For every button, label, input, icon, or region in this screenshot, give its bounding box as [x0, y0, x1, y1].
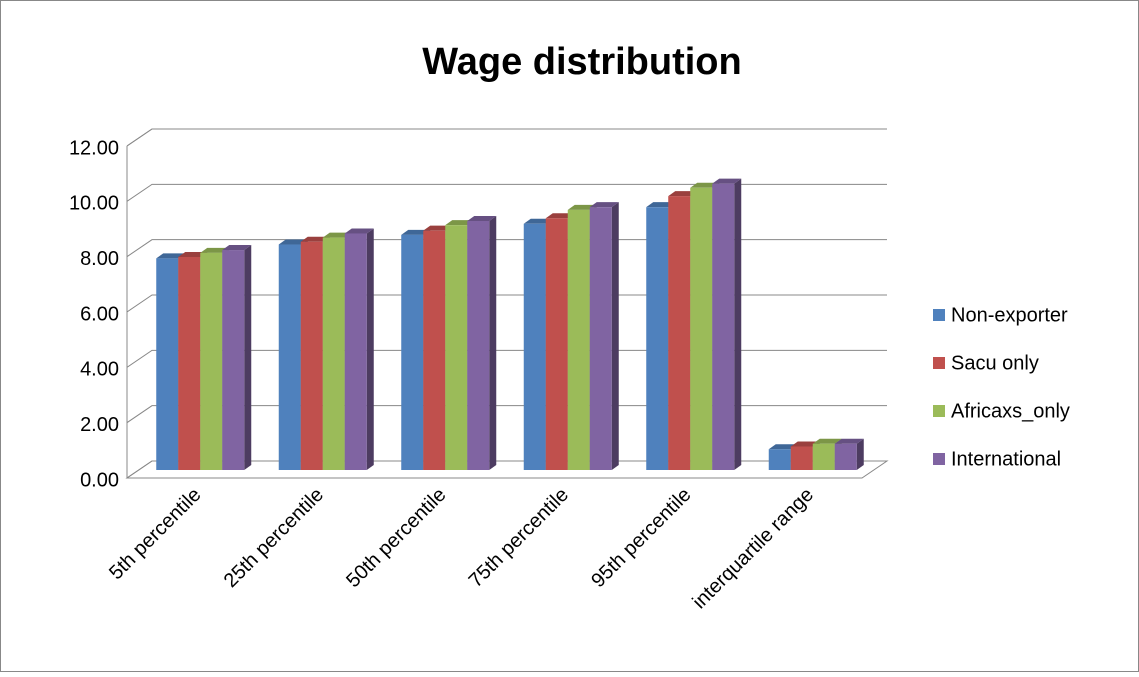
bar-top: [523, 218, 553, 224]
bar-front: [589, 207, 612, 470]
y-tick-label: 2.00: [80, 414, 119, 436]
legend-label: Non-exporter: [951, 304, 1068, 326]
legend-swatch: [933, 453, 945, 465]
bar-front: [768, 449, 791, 470]
grid-line: [126, 405, 887, 424]
bar-top: [545, 213, 575, 219]
bar-front: [156, 258, 179, 470]
grid-line: [126, 460, 887, 479]
bar-front: [690, 187, 713, 471]
bar-top: [222, 245, 252, 251]
bar-side: [856, 438, 864, 470]
bar-side: [611, 202, 619, 470]
bar-top: [790, 441, 820, 447]
grid-line: [126, 128, 887, 147]
bar-front: [222, 250, 245, 470]
bar: [344, 228, 374, 470]
bar-top: [668, 191, 698, 197]
chart-title: Wage distribution: [422, 41, 741, 83]
bar-top: [646, 202, 676, 208]
bar-top: [589, 202, 619, 208]
bar-front: [668, 196, 691, 470]
grid-line: [126, 183, 887, 202]
grid-line: [126, 239, 887, 258]
y-tick-label: 4.00: [80, 359, 119, 381]
bar-front: [278, 244, 301, 470]
y-tick-label: 0.00: [80, 469, 119, 491]
bar-front: [523, 223, 546, 470]
bar-front: [712, 183, 735, 470]
bar-top: [401, 229, 431, 235]
bar-top: [156, 253, 186, 259]
bar-top: [467, 216, 497, 221]
bar-top: [322, 232, 352, 238]
bar-side: [244, 245, 252, 470]
grid-line: [126, 349, 887, 368]
bar-front: [322, 237, 345, 470]
bar: [222, 245, 252, 470]
bar-side: [734, 178, 742, 470]
bar-front: [445, 225, 468, 470]
bar-front: [401, 234, 424, 470]
legend-label: Sacu only: [951, 352, 1039, 374]
bar-front: [300, 241, 323, 470]
bar-top: [445, 220, 475, 226]
bar-front: [646, 207, 669, 470]
bar-top: [178, 251, 208, 257]
bar-top: [768, 444, 798, 450]
bar-top: [812, 438, 842, 444]
bar-top: [834, 438, 864, 444]
bar-front: [467, 221, 490, 470]
legend-swatch: [933, 405, 945, 417]
bar-side: [366, 228, 374, 470]
bar-front: [423, 230, 446, 470]
bar-top: [200, 247, 230, 253]
bar-front: [200, 252, 223, 470]
bar-front: [790, 446, 813, 470]
bar-front: [567, 209, 590, 470]
bar-top: [278, 239, 308, 245]
legend-label: Africaxs_only: [951, 400, 1070, 422]
bar-top: [712, 178, 742, 184]
legend-swatch: [933, 309, 945, 321]
bar-front: [812, 443, 835, 470]
bar-top: [423, 225, 453, 231]
bar-front: [178, 256, 201, 470]
bar-top: [567, 204, 597, 210]
bar-front: [344, 233, 367, 470]
legend-swatch: [933, 357, 945, 369]
grid-line: [126, 294, 887, 313]
y-tick-label: 8.00: [80, 248, 119, 270]
legend-label: International: [951, 448, 1061, 470]
bar: [834, 438, 864, 470]
bar-top: [300, 236, 330, 242]
y-tick-label: 12.00: [69, 137, 119, 159]
bar: [712, 178, 742, 470]
y-tick-label: 6.00: [80, 303, 119, 325]
bar-front: [545, 218, 568, 470]
bar-top: [344, 228, 374, 234]
bar-side: [489, 216, 497, 470]
bar-top: [690, 182, 720, 188]
bar: [589, 202, 619, 470]
y-tick-label: 10.00: [69, 193, 119, 215]
bar-front: [834, 443, 857, 470]
bar: [467, 216, 497, 470]
